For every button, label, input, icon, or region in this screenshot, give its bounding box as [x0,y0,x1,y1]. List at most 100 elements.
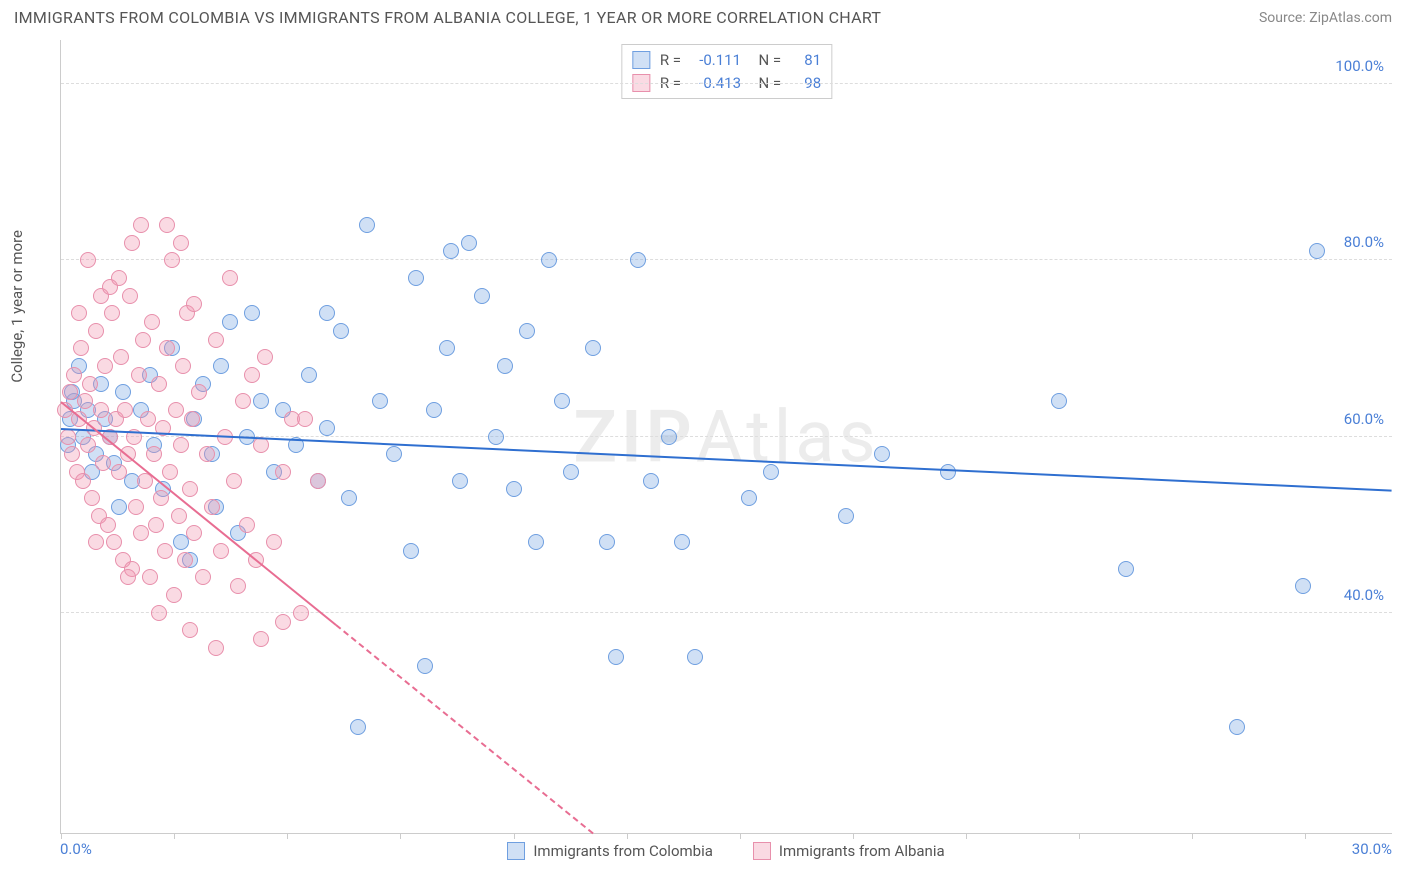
source-attribution: Source: ZipAtlas.com [1259,10,1392,26]
x-tick [627,833,628,839]
data-point [113,349,129,365]
data-point [244,367,260,383]
data-point [253,393,269,409]
data-point [266,534,282,550]
x-tick [514,833,515,839]
data-point [452,473,468,489]
data-point [168,402,184,418]
data-point [184,411,200,427]
data-point [443,243,459,259]
y-tick-label: 80.0% [1344,233,1384,251]
data-point [213,543,229,559]
data-point [297,411,313,427]
data-point [100,517,116,533]
data-point [80,437,96,453]
data-point [403,543,419,559]
data-point [173,437,189,453]
data-point [111,464,127,480]
page-title: IMMIGRANTS FROM COLOMBIA VS IMMIGRANTS F… [14,8,881,27]
data-point [111,499,127,515]
data-point [120,569,136,585]
data-point [372,393,388,409]
x-tick [740,833,741,839]
data-point [133,525,149,541]
data-point [310,473,326,489]
data-point [763,464,779,480]
data-point [1309,243,1325,259]
data-point [528,534,544,550]
x-axis: 0.0% 30.0% [60,840,1392,860]
legend-r-label: R = [660,49,681,72]
gridline [61,83,1392,84]
data-point [182,481,198,497]
data-point [630,252,646,268]
data-point [439,340,455,356]
x-tick [400,833,401,839]
data-point [275,614,291,630]
data-point [164,252,180,268]
data-point [102,279,118,295]
data-point [162,464,178,480]
data-point [104,305,120,321]
data-point [66,367,82,383]
legend-n-label: N = [751,49,781,72]
data-point [88,534,104,550]
y-tick-label: 60.0% [1344,410,1384,428]
regression-line [61,428,1392,492]
data-point [541,252,557,268]
data-point [874,446,890,462]
data-point [82,376,98,392]
data-point [175,358,191,374]
data-point [1051,393,1067,409]
data-point [208,332,224,348]
data-point [133,217,149,233]
data-point [124,235,140,251]
data-point [159,217,175,233]
data-point [148,517,164,533]
data-point [151,376,167,392]
data-point [122,288,138,304]
data-point [1295,578,1311,594]
correlation-chart: College, 1 year or more ZIPAtlas R =-0.1… [14,40,1392,878]
data-point [195,569,211,585]
data-point [506,481,522,497]
data-point [204,499,220,515]
data-point [166,587,182,603]
data-point [333,323,349,339]
data-point [135,332,151,348]
data-point [497,358,513,374]
data-point [146,446,162,462]
data-point [687,649,703,665]
data-point [244,305,260,321]
x-tick [966,833,967,839]
data-point [359,217,375,233]
x-tick [1079,833,1080,839]
data-point [341,490,357,506]
data-point [199,446,215,462]
data-point [142,569,158,585]
gridline [61,612,1392,613]
data-point [173,235,189,251]
data-point [674,534,690,550]
data-point [171,508,187,524]
data-point [157,543,173,559]
data-point [95,455,111,471]
data-point [838,508,854,524]
data-point [77,393,93,409]
data-point [144,314,160,330]
data-point [1118,561,1134,577]
regression-line [335,625,594,835]
data-point [64,446,80,462]
data-point [140,411,156,427]
x-tick [853,833,854,839]
gridline [61,259,1392,260]
data-point [239,517,255,533]
data-point [426,402,442,418]
data-point [350,719,366,735]
data-point [519,323,535,339]
data-point [643,473,659,489]
data-point [60,429,76,445]
data-point [71,305,87,321]
data-point [230,578,246,594]
data-point [159,340,175,356]
